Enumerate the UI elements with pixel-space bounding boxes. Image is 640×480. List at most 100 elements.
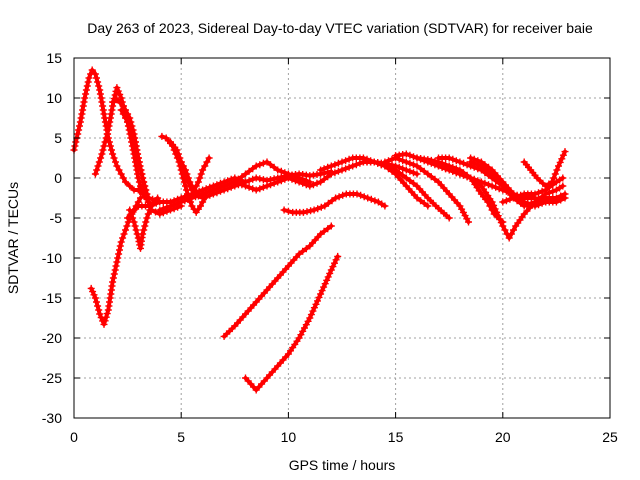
chart-title: Day 263 of 2023, Sidereal Day-to-day VTE… — [87, 20, 593, 36]
plus-marker — [128, 130, 136, 138]
plus-marker — [427, 173, 435, 181]
plus-marker — [119, 110, 127, 118]
plus-marker — [281, 169, 289, 177]
plus-marker — [106, 142, 114, 150]
plus-marker — [474, 157, 482, 165]
plus-marker — [142, 190, 150, 198]
plus-marker — [197, 202, 204, 210]
plus-marker — [314, 297, 321, 305]
plus-marker — [109, 98, 117, 106]
plus-marker — [493, 208, 501, 216]
plus-marker — [561, 148, 569, 156]
plus-marker — [102, 313, 110, 321]
plus-marker — [100, 320, 108, 328]
plus-marker — [89, 288, 97, 296]
x-tick-label: 10 — [281, 429, 297, 445]
plus-marker — [110, 154, 118, 162]
plus-marker — [242, 182, 249, 190]
plus-marker — [320, 227, 328, 235]
plus-marker — [116, 91, 124, 98]
plus-marker — [399, 165, 407, 173]
plus-marker — [127, 126, 135, 134]
plus-marker — [413, 170, 421, 178]
plus-marker — [194, 178, 202, 186]
plus-marker — [140, 178, 147, 186]
plus-marker — [134, 150, 141, 158]
plus-marker — [467, 154, 475, 162]
plus-marker — [324, 173, 332, 181]
plus-marker — [94, 162, 102, 170]
plus-marker — [392, 166, 400, 174]
series-arc-15 — [280, 190, 389, 216]
plus-marker — [531, 202, 539, 210]
plus-marker — [90, 291, 98, 299]
y-tick-label: -5 — [50, 210, 63, 226]
series-arc-18 — [381, 154, 472, 226]
series-arc-17 — [359, 158, 453, 222]
plus-marker — [402, 166, 410, 174]
plus-marker — [106, 294, 114, 302]
plus-marker — [502, 197, 510, 205]
plus-marker — [82, 86, 90, 94]
plus-marker — [339, 191, 347, 199]
plus-marker — [417, 165, 425, 173]
plus-marker — [252, 174, 260, 182]
plus-marker — [309, 307, 317, 315]
y-tick-label: 10 — [46, 90, 62, 106]
plus-marker — [176, 154, 184, 162]
plus-marker — [535, 201, 542, 209]
plus-marker — [152, 199, 160, 207]
plus-marker — [130, 218, 138, 226]
plus-marker — [91, 70, 99, 78]
plus-marker — [81, 94, 89, 102]
plus-marker — [115, 250, 123, 258]
plus-marker — [113, 96, 121, 104]
plus-marker — [213, 185, 221, 193]
plus-marker — [252, 162, 260, 170]
plus-marker — [488, 182, 496, 190]
plus-marker — [385, 157, 392, 165]
plus-marker — [452, 157, 460, 165]
plus-marker — [558, 155, 566, 163]
plus-marker — [82, 90, 90, 98]
axis-ticks — [73, 57, 611, 419]
plus-marker — [184, 174, 192, 182]
plus-marker — [307, 311, 315, 319]
plus-marker — [120, 230, 128, 238]
x-axis-title: GPS time / hours — [289, 457, 396, 473]
plus-marker — [95, 306, 103, 314]
plus-marker — [101, 138, 109, 146]
plus-marker — [332, 194, 340, 202]
plus-marker — [122, 114, 129, 122]
plus-marker — [342, 157, 350, 165]
plus-marker — [94, 78, 102, 86]
plus-marker — [136, 162, 144, 170]
plus-marker — [95, 158, 103, 166]
plus-marker — [140, 226, 148, 234]
plus-marker — [135, 158, 143, 166]
plus-marker — [295, 178, 303, 186]
plus-marker — [420, 167, 428, 175]
plus-marker — [310, 304, 318, 312]
plus-marker — [555, 162, 562, 170]
plus-marker — [93, 298, 100, 306]
y-tick-label: 15 — [46, 50, 62, 66]
plus-marker — [174, 199, 182, 207]
plus-marker — [465, 218, 472, 226]
plus-marker — [410, 169, 417, 177]
plus-marker — [313, 179, 321, 187]
plus-marker — [488, 198, 496, 206]
plus-marker — [76, 122, 83, 130]
plus-marker — [323, 276, 331, 284]
plus-marker — [491, 205, 499, 213]
plus-marker — [106, 118, 114, 126]
plus-marker — [238, 181, 246, 189]
data-series — [70, 66, 569, 394]
plus-marker — [317, 203, 325, 211]
plus-marker — [106, 114, 114, 122]
plus-marker — [71, 142, 79, 150]
plus-marker — [406, 151, 414, 159]
plus-marker — [557, 192, 565, 200]
plus-marker — [234, 179, 242, 187]
plus-marker — [97, 154, 105, 162]
